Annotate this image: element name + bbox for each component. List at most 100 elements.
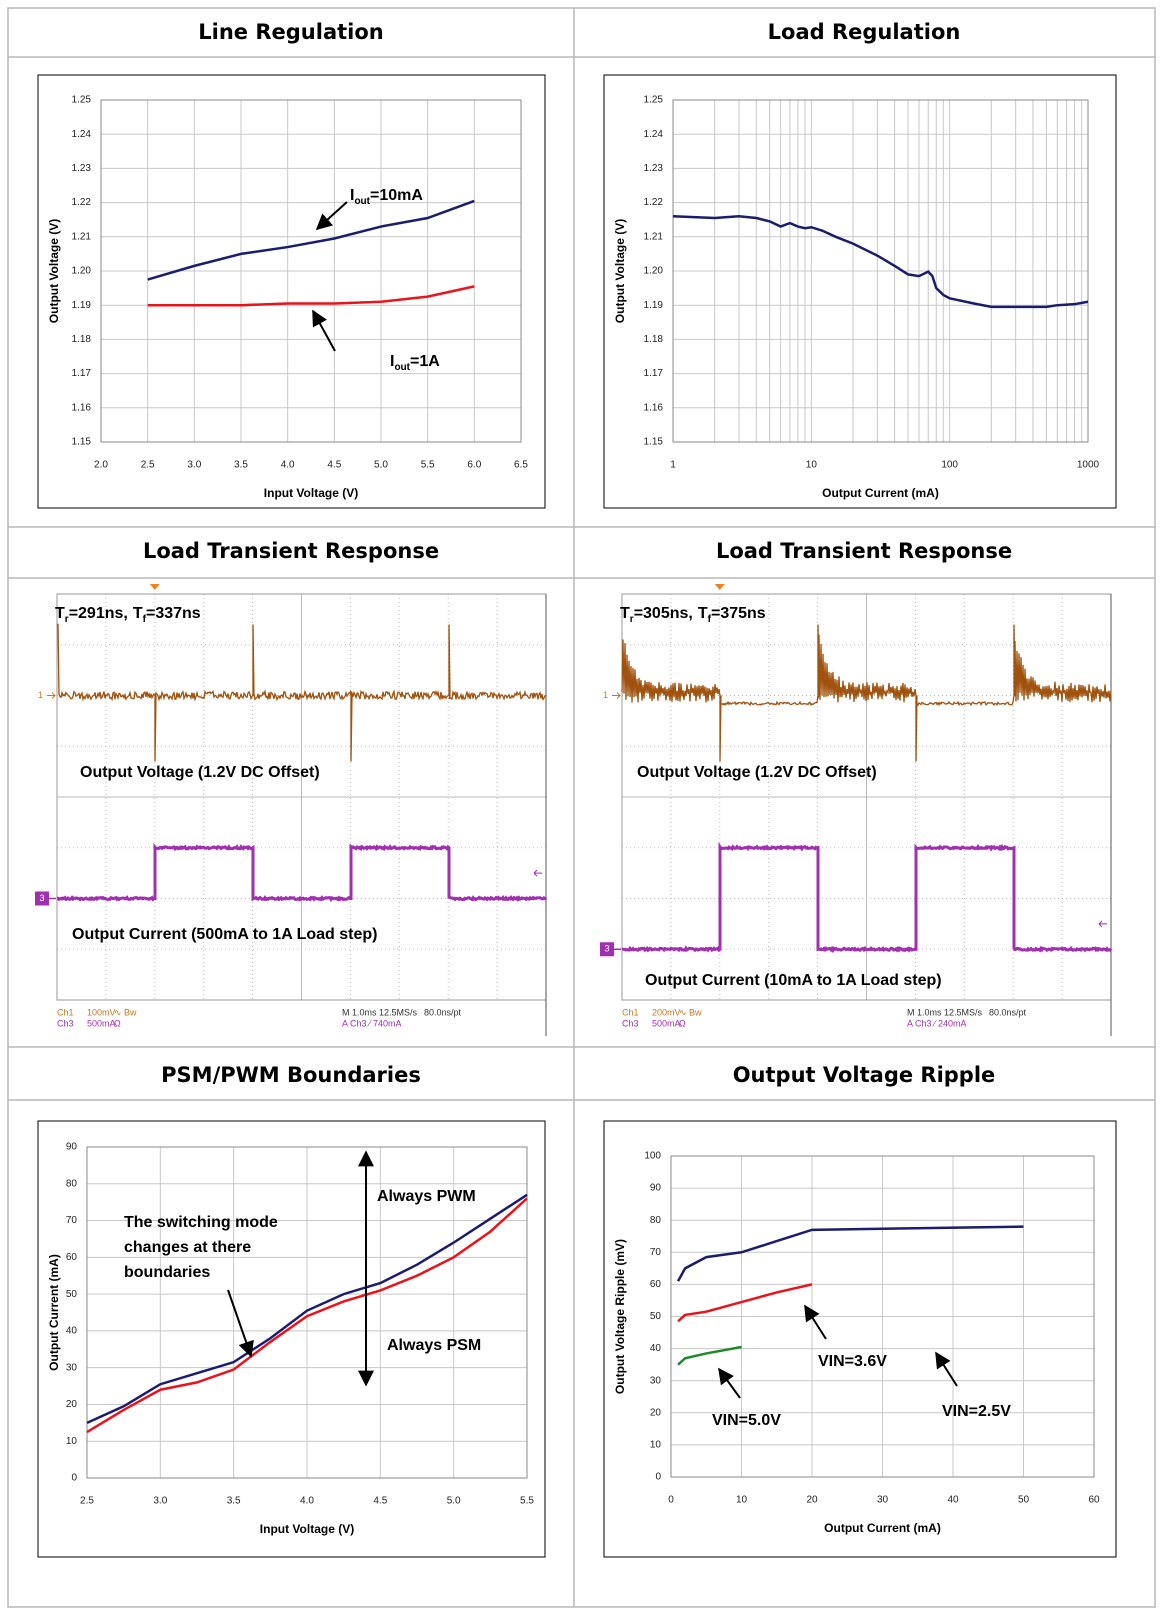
text-part: out	[354, 196, 370, 207]
y-tick-label: 1.21	[644, 231, 664, 242]
scope-setting: Ω	[114, 1018, 121, 1028]
y-tick-label: 1.25	[72, 95, 92, 106]
y-tick-label: 1.24	[644, 129, 664, 140]
panel-title: Load Regulation	[768, 20, 961, 44]
y-tick-label: 20	[66, 1399, 78, 1410]
y-tick-label: 40	[66, 1326, 78, 1337]
scope-setting: M 1.0ms 12.5MS/s	[342, 1007, 418, 1017]
series-label: VIN=2.5V	[942, 1403, 1011, 1420]
x-tick-label: 4.0	[281, 460, 295, 471]
trace-label: Output Voltage (1.2V DC Offset)	[637, 764, 877, 781]
annotation: Always PWM	[377, 1188, 476, 1205]
y-tick-label: 1.25	[644, 95, 664, 106]
trace-label: Output Voltage (1.2V DC Offset)	[80, 764, 320, 781]
scope-setting: 200mV	[652, 1007, 681, 1017]
y-tick-label: 90	[66, 1142, 78, 1153]
channel-marker: 1	[603, 690, 608, 700]
y-axis-label: Output Voltage (V)	[613, 219, 627, 323]
x-tick-label: 3.5	[234, 460, 248, 471]
y-tick-label: 70	[650, 1247, 662, 1258]
scope-setting: 500mA	[87, 1018, 116, 1028]
trace-label: Output Current (10mA to 1A Load step)	[645, 972, 942, 989]
chart-frame	[604, 1121, 1116, 1557]
y-tick-label: 1.24	[72, 129, 92, 140]
x-tick-label: 10	[806, 460, 818, 471]
y-tick-label: 90	[650, 1183, 662, 1194]
x-tick-label: 100	[941, 460, 958, 471]
scope-setting: 80.0ns/pt	[424, 1007, 462, 1017]
annotation: The switching mode	[124, 1214, 278, 1231]
y-tick-label: 0	[71, 1473, 77, 1484]
x-axis-label: Input Voltage (V)	[264, 486, 358, 500]
y-tick-label: 40	[650, 1343, 662, 1354]
y-tick-label: 10	[650, 1440, 662, 1451]
text-part: =10mA	[370, 187, 423, 204]
y-tick-label: 30	[650, 1375, 662, 1386]
x-axis-label: Output Current (mA)	[824, 1521, 941, 1535]
channel-marker: 3	[39, 893, 44, 903]
x-tick-label: 1	[670, 460, 676, 471]
scope-setting: Ch1	[57, 1007, 74, 1017]
trace-label: Output Current (500mA to 1A Load step)	[72, 926, 378, 943]
y-tick-label: 10	[66, 1436, 78, 1447]
annotation: boundaries	[124, 1264, 210, 1281]
y-tick-label: 60	[66, 1252, 78, 1263]
text-part: =1A	[410, 353, 440, 370]
y-tick-label: 1.20	[72, 266, 92, 277]
y-tick-label: 1.21	[72, 231, 92, 242]
x-tick-label: 4.5	[327, 460, 341, 471]
x-tick-label: 4.0	[300, 1496, 314, 1507]
panel-title: Line Regulation	[198, 20, 383, 44]
channel-marker: 1	[38, 690, 43, 700]
y-tick-label: 50	[650, 1311, 662, 1322]
scope-setting: Ch3	[622, 1018, 639, 1028]
scope-setting: A Ch3 ∕ 740mA	[342, 1018, 402, 1028]
y-tick-label: 1.19	[72, 300, 92, 311]
x-tick-label: 5.5	[520, 1496, 534, 1507]
series-label: VIN=3.6V	[818, 1353, 887, 1370]
channel-marker: 3	[604, 944, 609, 954]
series-label: VIN=5.0V	[712, 1412, 781, 1429]
y-tick-label: 30	[66, 1362, 78, 1373]
x-tick-label: 4.5	[373, 1496, 387, 1507]
text-part: =305ns,	[634, 605, 693, 622]
y-tick-label: 1.23	[72, 163, 92, 174]
x-axis-label: Input Voltage (V)	[260, 1522, 354, 1536]
annotation: Always PSM	[387, 1337, 481, 1354]
x-tick-label: 2.5	[80, 1496, 94, 1507]
text-part: =375ns	[711, 605, 766, 622]
x-axis-label: Output Current (mA)	[822, 486, 939, 500]
marker-arrow	[47, 693, 55, 699]
text-part: T	[55, 605, 65, 622]
x-tick-label: 3.0	[153, 1496, 167, 1507]
y-tick-label: 20	[650, 1407, 662, 1418]
y-tick-label: 1.15	[72, 437, 92, 448]
marker-arrow	[612, 693, 620, 699]
y-tick-label: 1.23	[644, 163, 664, 174]
scope-setting: ∿ Bw	[114, 1007, 137, 1017]
chart-frame	[604, 75, 1116, 508]
y-tick-label: 1.19	[644, 300, 664, 311]
x-tick-label: 10	[736, 1495, 748, 1506]
y-tick-label: 1.16	[644, 402, 664, 413]
x-tick-label: 50	[1018, 1495, 1030, 1506]
y-axis-label: Output Current (mA)	[47, 1254, 61, 1371]
page: Line Regulation Load Regulation Load Tra…	[0, 0, 1163, 1615]
x-tick-label: 5.5	[421, 460, 435, 471]
x-tick-label: 60	[1088, 1495, 1100, 1506]
x-tick-label: 2.5	[141, 460, 155, 471]
scope-setting: Ch1	[622, 1007, 639, 1017]
annotation: changes at there	[124, 1239, 251, 1256]
y-tick-label: 70	[66, 1215, 78, 1226]
text-part: T	[620, 605, 630, 622]
y-tick-label: 1.22	[644, 197, 664, 208]
text-part: out	[394, 362, 410, 373]
panel-title: Load Transient Response	[716, 539, 1012, 563]
text-part: =291ns,	[69, 605, 128, 622]
x-tick-label: 20	[806, 1495, 818, 1506]
y-tick-label: 50	[66, 1289, 78, 1300]
y-tick-label: 80	[650, 1215, 662, 1226]
x-tick-label: 5.0	[447, 1496, 461, 1507]
y-tick-label: 1.15	[644, 437, 664, 448]
x-tick-label: 3.5	[227, 1496, 241, 1507]
